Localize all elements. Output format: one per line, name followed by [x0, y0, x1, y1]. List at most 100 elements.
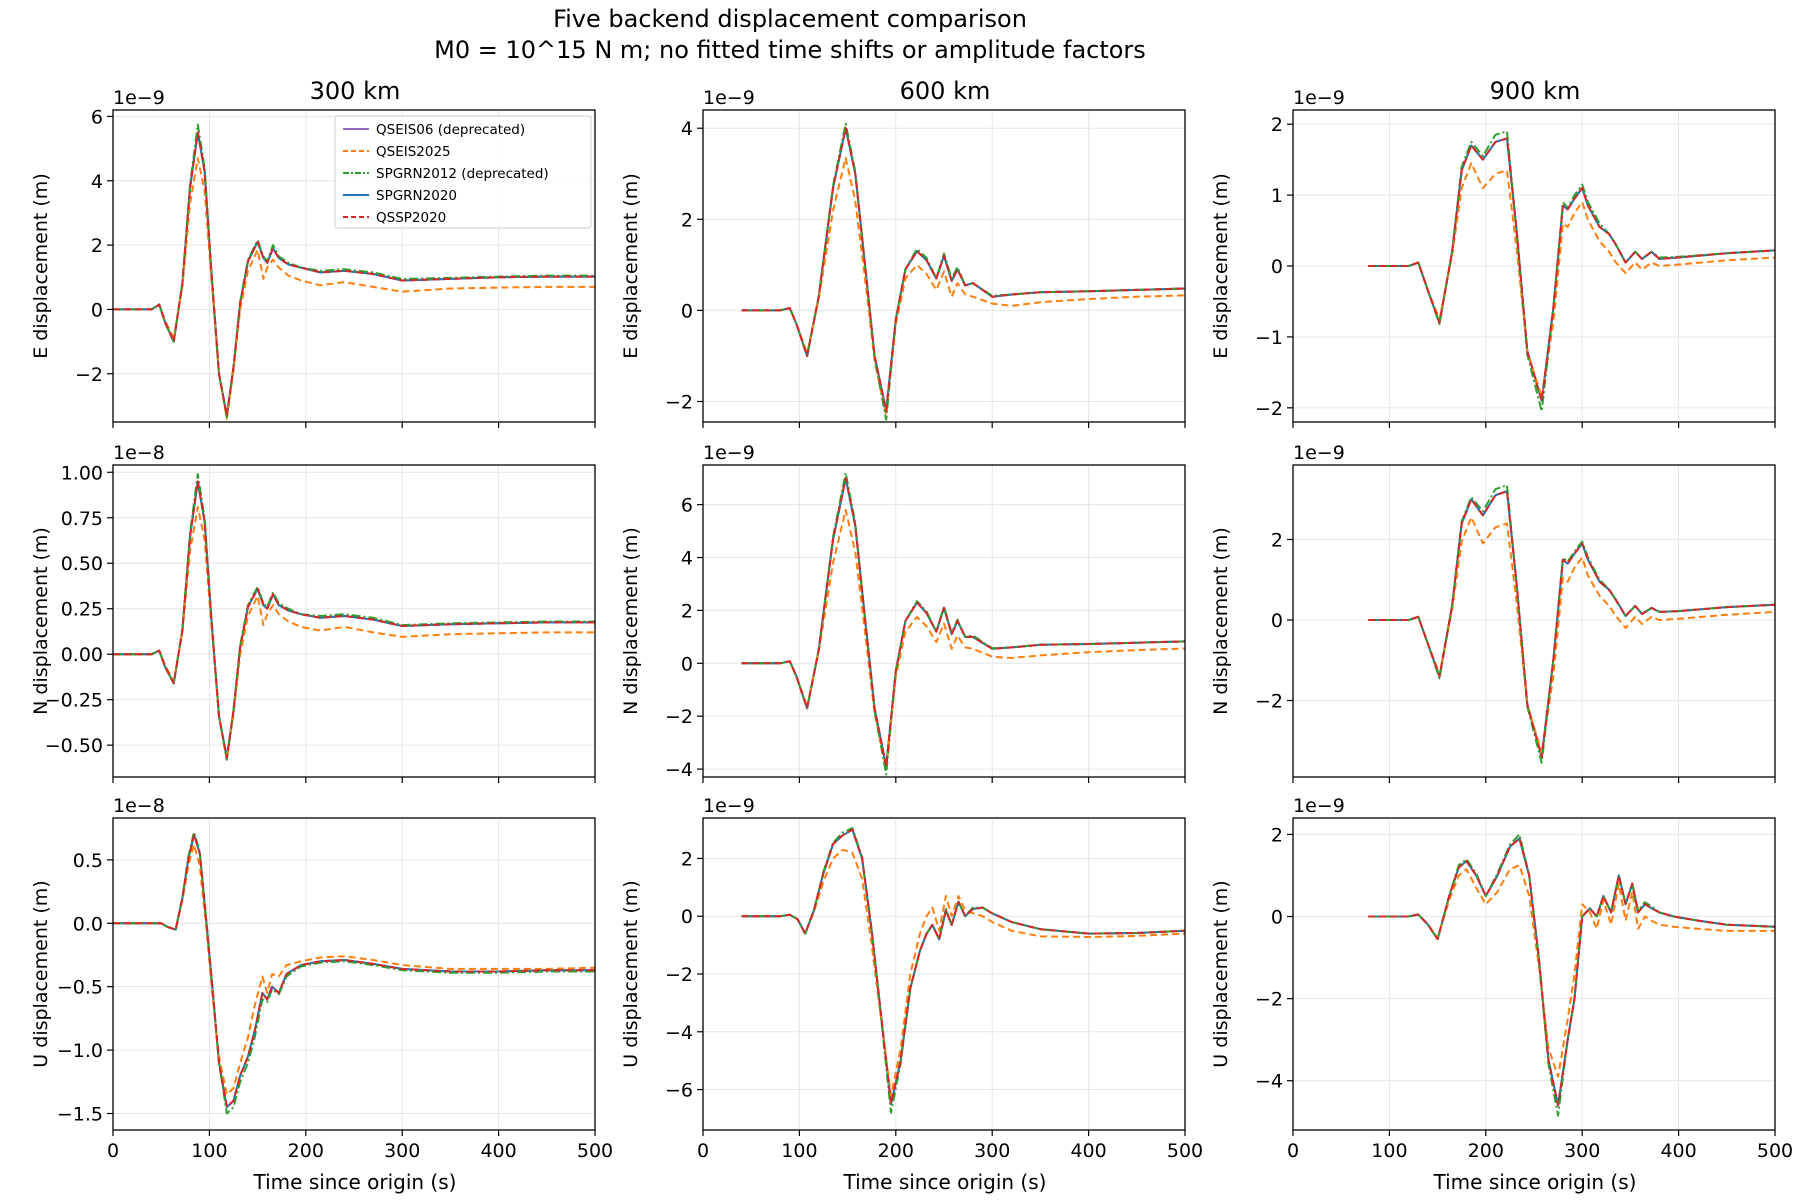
legend-label-qssp2020: QSSP2020 — [376, 210, 446, 226]
y-tick-label: −1.0 — [57, 1040, 103, 1062]
offset-label: 1e−8 — [113, 442, 165, 464]
y-tick-label: 2 — [681, 209, 693, 231]
offset-label: 1e−9 — [703, 87, 755, 109]
y-axis-label: U displacement (m) — [1210, 880, 1232, 1067]
panel-r3-c1: 0 100 200 300 400 500 −1.5 −1.0 −0.5 0.0 0.5 1e−8 U … — [30, 795, 613, 1162]
x-tick-label: 0 — [107, 1140, 119, 1162]
x-tick-label: 400 — [480, 1140, 516, 1162]
y-axis-label: N displacement (m) — [620, 527, 642, 715]
series-qseis2025 — [741, 508, 1185, 771]
offset-label: 1e−9 — [113, 87, 165, 109]
y-tick-label: 2 — [681, 848, 693, 870]
x-tick-label: 200 — [288, 1140, 324, 1162]
y-tick-label: 4 — [681, 118, 693, 140]
panel-r2-c3: −2 0 2 1e−9 N displacement (m) — [1210, 442, 1776, 783]
xlabel-col1: Time since origin (s) — [253, 1170, 457, 1194]
x-tick-label: 100 — [191, 1140, 227, 1162]
ticks: −2 0 2 — [1255, 529, 1776, 783]
offset-label: 1e−9 — [703, 442, 755, 464]
series-qseis2025 — [1368, 162, 1775, 399]
series-lines — [113, 123, 595, 420]
grid — [702, 465, 1186, 777]
y-tick-label: −2 — [75, 364, 103, 386]
panel-r2-c1: −0.50 −0.25 0.00 0.25 0.50 0.75 1.00 1e−8 N disp… — [30, 442, 596, 783]
legend-label-qseis2025: QSEIS2025 — [376, 144, 451, 160]
y-tick-label: −2 — [1255, 398, 1283, 420]
ticks: −4 −2 0 2 4 6 — [665, 495, 1186, 783]
column-title-600km: 600 km — [900, 77, 991, 105]
series-lines — [1368, 833, 1775, 1117]
series-qssp2020 — [113, 131, 595, 417]
series-lines — [1368, 484, 1775, 764]
y-tick-label: −2 — [665, 706, 693, 728]
column-title-300km: 300 km — [310, 77, 401, 105]
axes-frame — [1292, 464, 1776, 778]
x-tick-label: 200 — [878, 1140, 914, 1162]
grid — [112, 465, 596, 777]
y-tick-label: 2 — [1271, 529, 1283, 551]
series-qssp2020 — [741, 828, 1185, 1105]
y-axis-label: U displacement (m) — [30, 880, 52, 1067]
ticks: −2 0 2 4 — [665, 118, 1186, 428]
x-tick-label: 500 — [1757, 1140, 1793, 1162]
y-tick-label: 0 — [1271, 256, 1283, 278]
y-tick-label: 0 — [681, 906, 693, 928]
column-title-900km: 900 km — [1490, 77, 1581, 105]
series-qseis2025 — [1368, 864, 1775, 1078]
series-qssp2020 — [113, 480, 595, 759]
series-qssp2020 — [1368, 137, 1775, 402]
y-axis-label: E displacement (m) — [620, 173, 642, 358]
x-tick-label: 100 — [781, 1140, 817, 1162]
axes-frame — [702, 109, 1186, 423]
y-axis-label: N displacement (m) — [30, 527, 52, 715]
y-tick-label: 0 — [681, 653, 693, 675]
ticks: 0 100 200 300 400 500 −6 −4 −2 0 2 — [665, 848, 1203, 1162]
legend-label-spgrn2012-deprecated: SPGRN2012 (deprecated) — [376, 166, 549, 182]
y-tick-label: 0 — [91, 299, 103, 321]
x-tick-label: 400 — [1660, 1140, 1696, 1162]
y-tick-label: −0.25 — [45, 690, 103, 712]
ticks: −2 −1 0 1 2 — [1255, 114, 1776, 428]
x-tick-label: 300 — [384, 1140, 420, 1162]
y-tick-label: −1 — [1255, 327, 1283, 349]
axes-frame — [1292, 817, 1776, 1131]
y-tick-label: 6 — [91, 106, 103, 128]
series-lines — [741, 471, 1185, 776]
y-tick-label: 2 — [681, 600, 693, 622]
legend-box — [334, 115, 592, 229]
y-tick-label: 0.75 — [61, 508, 103, 530]
y-tick-label: 2 — [1271, 114, 1283, 136]
y-tick-label: −0.5 — [57, 977, 103, 999]
x-tick-label: 0 — [1287, 1140, 1299, 1162]
series-lines — [113, 473, 595, 761]
panel-r2-c2: −4 −2 0 2 4 6 1e−9 N displacement (m) — [620, 442, 1186, 783]
series-qseis2025 — [741, 156, 1185, 417]
series-lines — [741, 122, 1185, 421]
legend: QSEIS06 (deprecated) QSEIS2025 SPGRN2012 (… — [334, 115, 592, 229]
xlabel-col3: Time since origin (s) — [1433, 1170, 1637, 1194]
series-lines — [741, 827, 1185, 1114]
axes-frame — [702, 464, 1186, 778]
offset-label: 1e−8 — [113, 795, 165, 817]
series-spgrn2012-deprecated — [1368, 484, 1775, 764]
y-tick-label: 0.00 — [61, 644, 103, 666]
x-tick-label: 500 — [577, 1140, 613, 1162]
y-tick-label: −0.50 — [45, 735, 103, 757]
series-qssp2020 — [113, 833, 595, 1109]
ticks: −2 0 2 4 6 — [75, 106, 596, 428]
y-tick-label: 0 — [1271, 907, 1283, 929]
y-tick-label: 0.5 — [73, 850, 103, 872]
y-axis-label: E displacement (m) — [30, 173, 52, 358]
y-tick-label: 2 — [91, 235, 103, 257]
panel-r3-c2: 0 100 200 300 400 500 −6 −4 −2 0 2 1e−9 U displaceme… — [620, 795, 1203, 1162]
offset-label: 1e−9 — [703, 795, 755, 817]
y-tick-label: 0 — [681, 300, 693, 322]
y-tick-label: −4 — [665, 759, 693, 781]
ticks: 0 100 200 300 400 500 −4 −2 0 2 — [1255, 824, 1793, 1162]
y-tick-label: −2 — [1255, 691, 1283, 713]
y-axis-label: N displacement (m) — [1210, 527, 1232, 715]
y-tick-label: 1.00 — [61, 462, 103, 484]
x-tick-label: 300 — [974, 1140, 1010, 1162]
